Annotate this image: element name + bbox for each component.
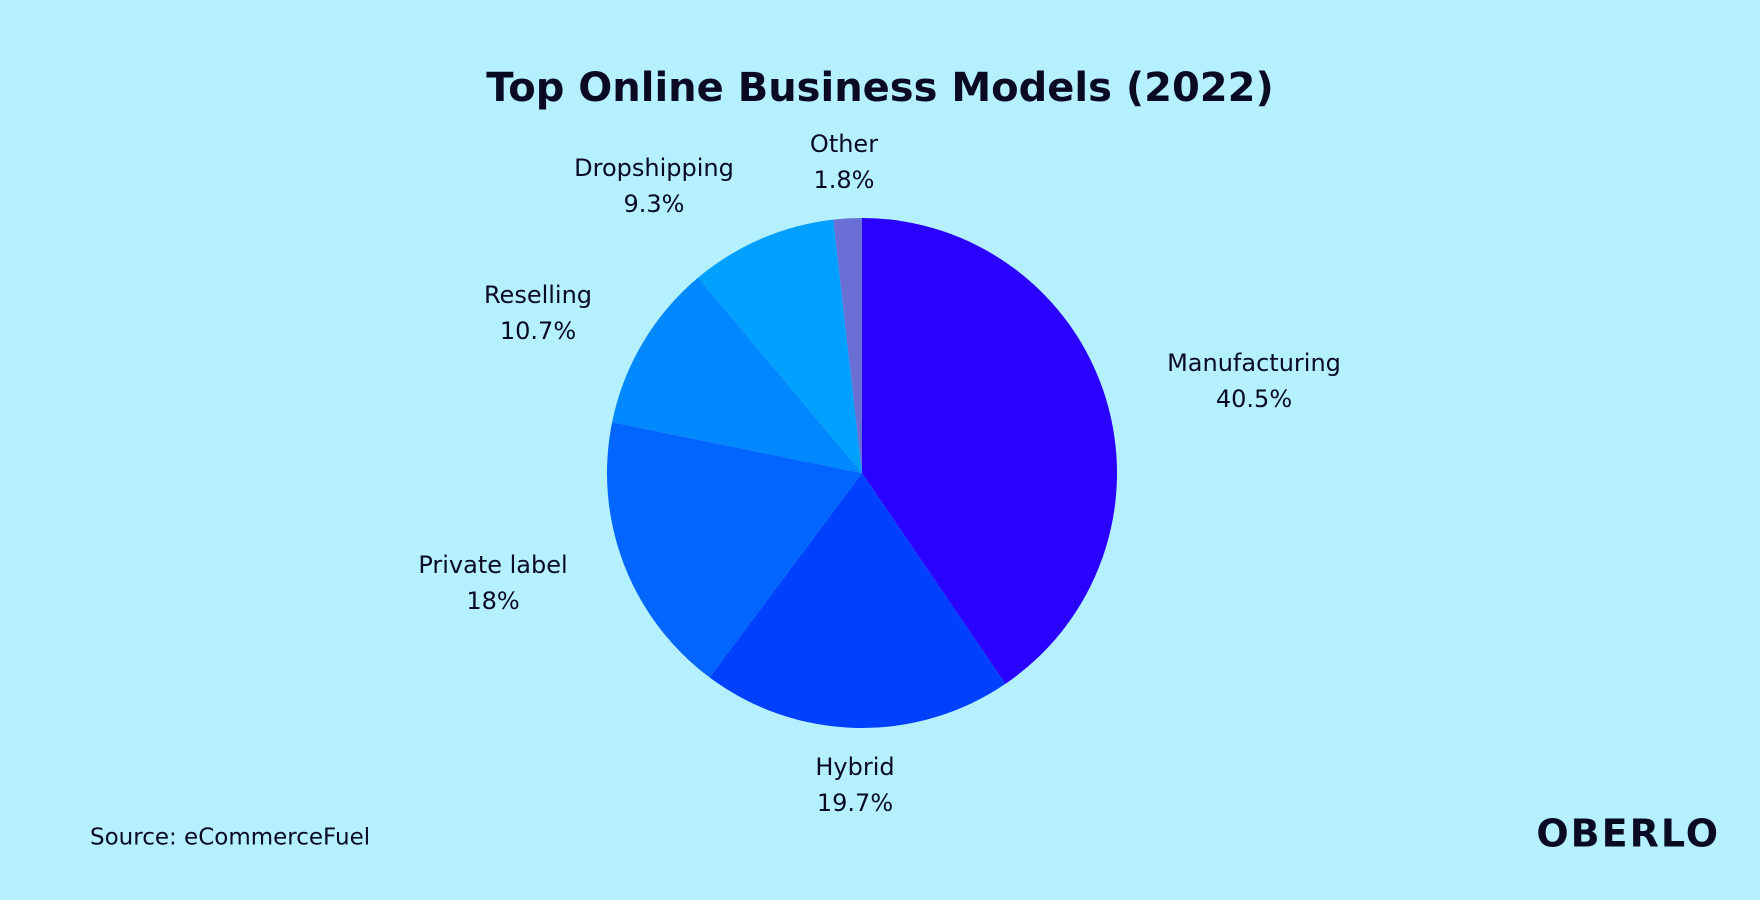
slice-label: Hybrid [815,753,894,781]
slice-label: Reselling [484,281,592,309]
slice-label: Dropshipping [574,154,734,182]
pie-slice [709,473,1006,728]
pie-slice [612,277,862,473]
slice-value: 9.3% [624,190,685,218]
logo: OBERLO [1536,812,1720,856]
slice-value: 18% [466,587,519,615]
slice-label: Manufacturing [1167,349,1341,377]
slice-value: 40.5% [1216,385,1292,413]
chart-title: Top Online Business Models (2022) [486,65,1273,111]
pie-slice [698,219,862,473]
slice-value: 1.8% [814,166,875,194]
slice-value: 19.7% [817,789,893,817]
slice-value: 10.7% [500,317,576,345]
pie-slice [607,422,862,678]
slice-label: Private label [418,551,567,579]
source: Source: eCommerceFuel [90,825,370,851]
slice-label: Other [810,130,878,158]
pie-slice [862,218,1118,684]
pie-slice [833,218,862,473]
